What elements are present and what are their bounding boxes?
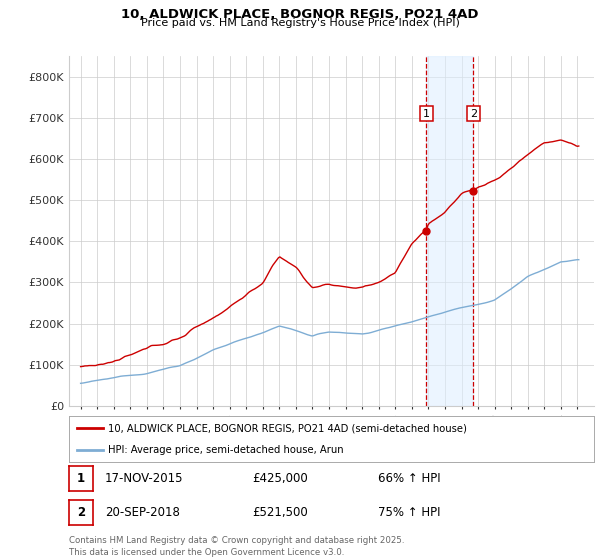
Text: 2: 2 bbox=[77, 506, 85, 519]
Text: 10, ALDWICK PLACE, BOGNOR REGIS, PO21 4AD (semi-detached house): 10, ALDWICK PLACE, BOGNOR REGIS, PO21 4A… bbox=[109, 423, 467, 433]
Text: 10, ALDWICK PLACE, BOGNOR REGIS, PO21 4AD: 10, ALDWICK PLACE, BOGNOR REGIS, PO21 4A… bbox=[121, 8, 479, 21]
Text: 2: 2 bbox=[470, 109, 477, 119]
Text: 1: 1 bbox=[423, 109, 430, 119]
Text: 75% ↑ HPI: 75% ↑ HPI bbox=[378, 506, 440, 519]
Text: £521,500: £521,500 bbox=[252, 506, 308, 519]
Text: 66% ↑ HPI: 66% ↑ HPI bbox=[378, 472, 440, 486]
Text: 20-SEP-2018: 20-SEP-2018 bbox=[105, 506, 180, 519]
Text: Contains HM Land Registry data © Crown copyright and database right 2025.
This d: Contains HM Land Registry data © Crown c… bbox=[69, 536, 404, 557]
Bar bbox=[427, 56, 473, 406]
Text: 1: 1 bbox=[77, 472, 85, 486]
Text: Price paid vs. HM Land Registry's House Price Index (HPI): Price paid vs. HM Land Registry's House … bbox=[140, 18, 460, 29]
Text: £425,000: £425,000 bbox=[252, 472, 308, 486]
Text: 17-NOV-2015: 17-NOV-2015 bbox=[105, 472, 184, 486]
Text: HPI: Average price, semi-detached house, Arun: HPI: Average price, semi-detached house,… bbox=[109, 445, 344, 455]
